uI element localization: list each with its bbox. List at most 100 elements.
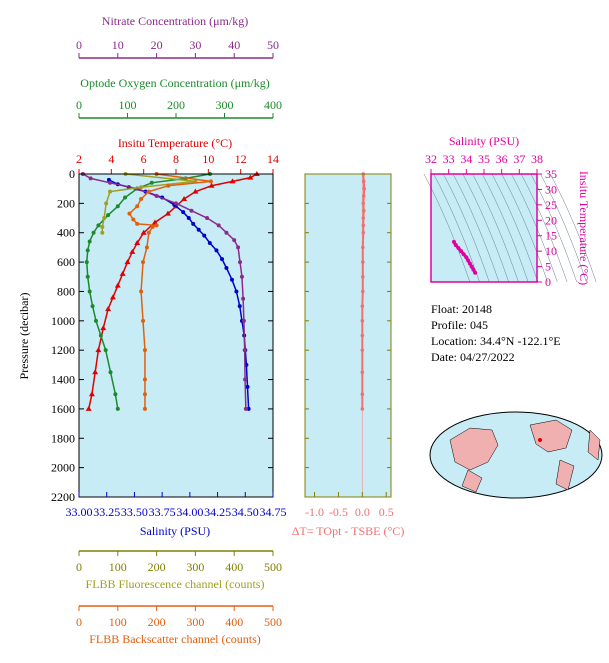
backscatter-point <box>135 221 140 226</box>
salinity-tick-label: 33.50 <box>121 505 148 519</box>
delta-t-axis-label: ΔT= TOpt - TSBE (°C) <box>292 524 405 538</box>
ts-density-contour <box>482 173 529 283</box>
salinity-point <box>196 227 201 232</box>
oxygen-point <box>113 392 118 397</box>
oxygen-point <box>123 195 128 200</box>
ts-point <box>464 255 469 260</box>
temperature-point <box>208 182 215 188</box>
ts-y-tick-label: 10 <box>545 244 557 258</box>
ts-y-tick-label: 30 <box>545 182 557 196</box>
oxygen-tick-label: 200 <box>167 98 185 112</box>
ts-x-tick-label: 32 <box>425 152 437 166</box>
pressure-tick-label: 2000 <box>51 461 75 475</box>
delta-t-point <box>360 348 365 352</box>
backscatter-point <box>142 348 147 353</box>
oxygen-axis-label: Optode Oxygen Concentration (μm/kg) <box>80 76 269 90</box>
salinity-point <box>246 406 251 411</box>
nitrate-point <box>243 406 248 411</box>
ts-y-tick-label: 35 <box>545 167 557 181</box>
salinity-point <box>191 221 196 226</box>
ts-point <box>467 261 472 266</box>
fluorescence-ticks: 0 100 200 300 400 500 <box>76 551 282 574</box>
oxygen-point <box>115 406 120 411</box>
oxygen-point <box>91 230 96 235</box>
delta-t-point <box>360 407 365 411</box>
delta-t-point <box>360 333 365 338</box>
delta-t-point <box>361 260 365 264</box>
ts-point <box>451 239 456 244</box>
backscatter-tick-label: 100 <box>109 615 127 629</box>
fluorescence-point <box>104 201 109 206</box>
nitrate-point <box>88 176 93 181</box>
delta-t-point <box>360 319 365 323</box>
delta-t-tick-label: 0.0 <box>355 505 370 519</box>
temperature-tick-label: 14 <box>267 152 279 166</box>
nitrate-tick-label: 50 <box>267 38 279 52</box>
delta-t-point <box>360 304 365 308</box>
ts-x-tick-label: 35 <box>478 152 490 166</box>
ts-density-contour <box>472 173 519 283</box>
oxygen-tick-label: 400 <box>264 98 282 112</box>
fluorescence-tick-label: 100 <box>109 560 127 574</box>
oxygen-point <box>87 289 92 294</box>
ts-point <box>471 267 476 272</box>
pressure-tick-label: 800 <box>57 284 75 298</box>
temperature-point <box>114 282 121 288</box>
delta-t-tick-label: -0.5 <box>329 505 348 519</box>
map-land-australia <box>461 469 483 493</box>
pressure-ticks: 0 200 400 600 800 1000 1200 1400 1600 1800 2000 220… <box>51 167 273 504</box>
info-profile: Profile: 045 <box>431 318 488 332</box>
nitrate-point <box>241 296 246 301</box>
backscatter-point <box>146 230 151 235</box>
salinity-ticks: 33.00 33.25 33.50 33.75 34.00 34.25 34.50 34.75 <box>66 492 287 519</box>
pressure-tick-label: 1000 <box>51 314 75 328</box>
fluorescence-tick-label: 200 <box>148 560 166 574</box>
salinity-point <box>224 265 229 270</box>
temperature-tick-label: 12 <box>235 152 247 166</box>
salinity-point <box>207 241 212 246</box>
ts-temperature-label: Insitu Temperature (°C) <box>577 171 591 285</box>
map-land-north-america <box>529 419 573 453</box>
nitrate-point <box>241 318 246 323</box>
ts-y-tick-label: 0 <box>545 275 551 289</box>
delta-t-point <box>361 289 365 294</box>
salinity-point <box>245 384 250 389</box>
temperature-tick-label: 10 <box>202 152 214 166</box>
nitrate-point <box>108 180 113 185</box>
oxygen-point <box>115 204 120 209</box>
nitrate-tick-label: 30 <box>189 38 201 52</box>
delta-t-plot-background <box>305 174 391 497</box>
pressure-tick-label: 0 <box>69 167 75 181</box>
salinity-tick-label: 34.75 <box>260 505 287 519</box>
oxygen-tick-label: 100 <box>119 98 137 112</box>
temperature-point <box>92 369 99 375</box>
backscatter-tick-label: 300 <box>186 615 204 629</box>
ts-series <box>451 239 478 275</box>
backscatter-point <box>139 196 144 201</box>
oxygen-point <box>98 333 103 338</box>
salinity-axis-label: Salinity (PSU) <box>140 524 210 538</box>
backscatter-ticks: 0 100 200 300 400 500 <box>76 606 282 629</box>
oxygen-point <box>106 213 111 218</box>
delta-t-point <box>360 392 365 397</box>
oxygen-point <box>96 223 101 228</box>
main-plot: 0 200 400 600 800 1000 1200 1400 1600 1800 2000 220… <box>17 167 287 538</box>
fluorescence-axis: 0 100 200 300 400 500 FLBB Fluorescence chann… <box>76 550 282 591</box>
ts-density-contour <box>511 173 558 283</box>
nitrate-tick-label: 0 <box>76 38 82 52</box>
delta-t-tick-label: -1.0 <box>305 505 324 519</box>
ts-x-tick-label: 33 <box>443 152 455 166</box>
delta-t-point <box>361 179 366 184</box>
oxygen-point <box>103 348 108 353</box>
temperature-point <box>247 174 254 180</box>
delta-t-point <box>361 230 366 235</box>
oxygen-point <box>149 180 154 185</box>
backscatter-axis-label: FLBB Backscatter channel (counts) <box>89 632 261 646</box>
info-location: Location: 34.4°N -122.1°E <box>431 334 561 348</box>
delta-t-point <box>361 245 365 250</box>
nitrate-ticks: 0 10 20 30 40 50 <box>76 38 279 58</box>
salinity-point <box>237 304 242 309</box>
oxygen-point <box>87 239 92 244</box>
